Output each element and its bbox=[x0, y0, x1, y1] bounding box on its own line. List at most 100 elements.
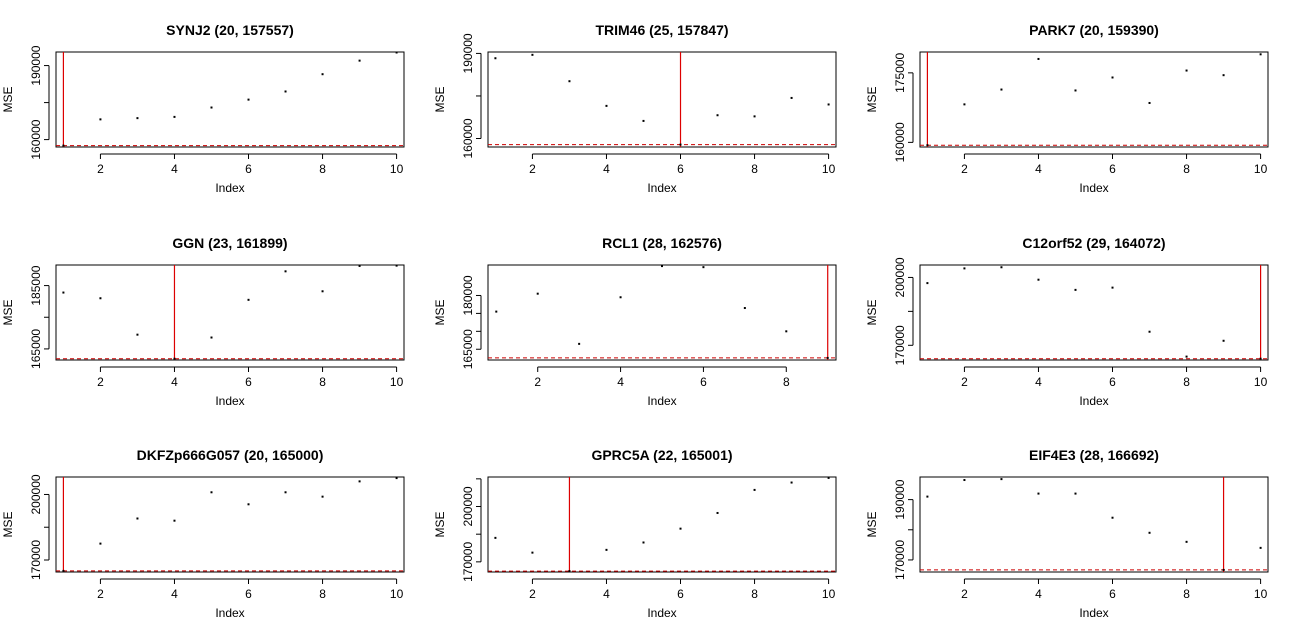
data-point bbox=[1000, 88, 1003, 91]
x-tick-label: 6 bbox=[677, 587, 684, 601]
y-tick-label: 170000 bbox=[29, 540, 43, 580]
x-tick-label: 6 bbox=[1109, 375, 1116, 389]
data-point bbox=[284, 90, 287, 93]
y-tick-label: 180000 bbox=[461, 275, 475, 315]
data-point bbox=[743, 307, 746, 310]
x-tick-label: 8 bbox=[319, 162, 326, 176]
data-point bbox=[1000, 478, 1003, 481]
data-point bbox=[716, 114, 719, 117]
x-tick-label: 4 bbox=[1035, 587, 1042, 601]
data-point bbox=[1037, 492, 1040, 495]
panel-title: GPRC5A (22, 165001) bbox=[591, 447, 732, 463]
x-tick-label: 6 bbox=[1109, 587, 1116, 601]
y-tick-label: 200000 bbox=[893, 257, 907, 297]
data-point bbox=[1259, 53, 1262, 56]
y-tick-label: 190000 bbox=[29, 45, 43, 85]
x-tick-label: 4 bbox=[171, 375, 178, 389]
data-point bbox=[1074, 492, 1077, 495]
plot-frame bbox=[487, 51, 837, 148]
data-point bbox=[62, 569, 65, 572]
data-point bbox=[531, 551, 534, 554]
data-point bbox=[1074, 288, 1077, 291]
x-axis-label: Index bbox=[647, 394, 676, 408]
data-point bbox=[99, 542, 102, 545]
data-point bbox=[661, 265, 663, 268]
x-tick-label: 2 bbox=[961, 162, 968, 176]
panel-title: TRIM46 (25, 157847) bbox=[595, 22, 728, 38]
x-tick-label: 8 bbox=[319, 587, 326, 601]
x-tick-label: 2 bbox=[529, 162, 536, 176]
data-point bbox=[1222, 74, 1225, 77]
panel: C12orf52 (29, 164072) 2 4 6 8 10 170000 200000 I… bbox=[865, 235, 1269, 408]
y-axis-label: MSE bbox=[865, 299, 879, 325]
x-tick-label: 4 bbox=[171, 587, 178, 601]
data-point bbox=[716, 511, 719, 514]
x-axis-label: Index bbox=[215, 181, 244, 195]
y-tick-label: 160000 bbox=[29, 119, 43, 159]
panel-title: RCL1 (28, 162576) bbox=[602, 235, 722, 251]
data-point bbox=[495, 310, 498, 313]
data-point bbox=[1259, 546, 1262, 549]
data-point bbox=[1148, 531, 1151, 534]
plot-frame bbox=[919, 51, 1269, 148]
plot-frame bbox=[919, 476, 1269, 573]
y-tick-label: 190000 bbox=[893, 479, 907, 519]
data-point bbox=[395, 477, 398, 480]
data-point bbox=[568, 80, 571, 83]
x-axis-label: Index bbox=[1079, 606, 1108, 620]
plot-frame bbox=[55, 51, 405, 148]
y-axis-label: MSE bbox=[433, 511, 447, 537]
data-point bbox=[173, 519, 176, 522]
panel-title: PARK7 (20, 159390) bbox=[1029, 22, 1159, 38]
plot-frame bbox=[55, 264, 405, 361]
panel-title: SYNJ2 (20, 157557) bbox=[166, 22, 294, 38]
x-tick-label: 10 bbox=[1254, 162, 1268, 176]
data-point bbox=[753, 115, 756, 118]
data-point bbox=[605, 104, 608, 107]
data-point bbox=[1148, 330, 1151, 333]
y-tick-label: 170000 bbox=[893, 325, 907, 365]
data-point bbox=[1111, 286, 1114, 289]
panel: GGN (23, 161899) 2 4 6 8 10 165000 185000 Index M… bbox=[1, 235, 405, 408]
y-tick-label: 200000 bbox=[461, 486, 475, 526]
data-point bbox=[827, 476, 830, 479]
panel: RCL1 (28, 162576) 2 4 6 8 165000 180000 Index MS… bbox=[433, 235, 837, 408]
data-point bbox=[1185, 69, 1188, 72]
x-tick-label: 4 bbox=[1035, 375, 1042, 389]
data-point bbox=[1259, 357, 1262, 360]
y-tick-label: 200000 bbox=[29, 474, 43, 514]
data-point bbox=[679, 143, 682, 146]
data-point bbox=[531, 53, 534, 56]
x-axis-label: Index bbox=[647, 181, 676, 195]
y-tick-label: 185000 bbox=[29, 265, 43, 305]
data-point bbox=[605, 548, 608, 551]
data-point bbox=[963, 103, 966, 106]
x-tick-label: 4 bbox=[1035, 162, 1042, 176]
data-point bbox=[210, 336, 213, 339]
x-tick-label: 2 bbox=[97, 587, 104, 601]
y-axis-label: MSE bbox=[1, 86, 15, 112]
x-tick-label: 8 bbox=[1183, 375, 1190, 389]
data-point bbox=[963, 267, 966, 270]
data-point bbox=[1074, 89, 1077, 92]
data-point bbox=[1148, 101, 1151, 104]
y-tick-label: 190000 bbox=[461, 33, 475, 73]
data-point bbox=[926, 144, 929, 147]
y-tick-label: 160000 bbox=[893, 122, 907, 162]
x-tick-label: 4 bbox=[617, 375, 624, 389]
x-tick-label: 2 bbox=[529, 587, 536, 601]
plot-frame bbox=[487, 264, 837, 361]
plot-frame bbox=[919, 264, 1269, 361]
x-axis-label: Index bbox=[1079, 181, 1108, 195]
data-point bbox=[173, 115, 176, 118]
y-axis-label: MSE bbox=[1, 511, 15, 537]
plot-frame bbox=[487, 476, 837, 573]
x-tick-label: 8 bbox=[319, 375, 326, 389]
x-tick-label: 4 bbox=[603, 587, 610, 601]
data-point bbox=[679, 527, 682, 530]
data-point bbox=[826, 356, 829, 359]
x-tick-label: 6 bbox=[1109, 162, 1116, 176]
data-point bbox=[1222, 339, 1225, 342]
x-tick-label: 8 bbox=[1183, 162, 1190, 176]
data-point bbox=[568, 570, 571, 573]
